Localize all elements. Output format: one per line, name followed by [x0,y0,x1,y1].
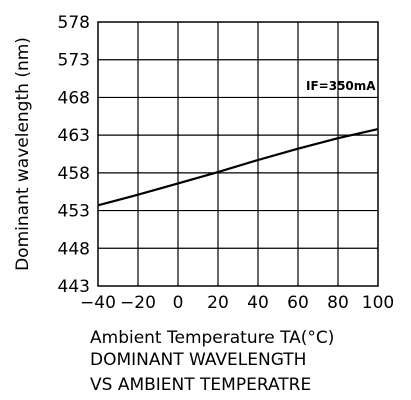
x-tick-label: 60 [287,293,309,313]
y-axis-label: Dominant wavelength (nm) [13,37,33,271]
caption-line-2: VS AMBIENT TEMPERATRE [90,375,311,395]
y-tick-label: 578 [58,13,90,33]
y-tick-labels: 443 448 453 458 463 468 573 578 [58,13,90,297]
x-tick-label: −20 [120,293,156,313]
x-tick-label: 0 [173,293,184,313]
y-tick-label: 468 [58,88,90,108]
x-axis-label: Ambient Temperature TA(°C) [90,328,334,348]
x-tick-label: −40 [80,293,116,313]
y-tick-label: 443 [58,277,90,297]
y-tick-label: 448 [58,239,90,259]
y-tick-label: 458 [58,164,90,184]
x-tick-labels: −40 −20 0 20 40 60 80 100 [80,293,394,313]
y-tick-label: 573 [58,51,90,71]
x-tick-label: 40 [247,293,269,313]
series-line [97,128,379,207]
plot-frame [97,21,379,287]
caption-line-1: DOMINANT WAVELENGTH [90,350,306,370]
x-tick-label: 100 [362,293,394,313]
y-tick-label: 453 [58,202,90,222]
grid [98,22,378,286]
current-annotation: IF=350mA [306,79,376,93]
x-tick-label: 80 [327,293,349,313]
y-tick-label: 463 [58,126,90,146]
x-tick-label: 20 [207,293,229,313]
